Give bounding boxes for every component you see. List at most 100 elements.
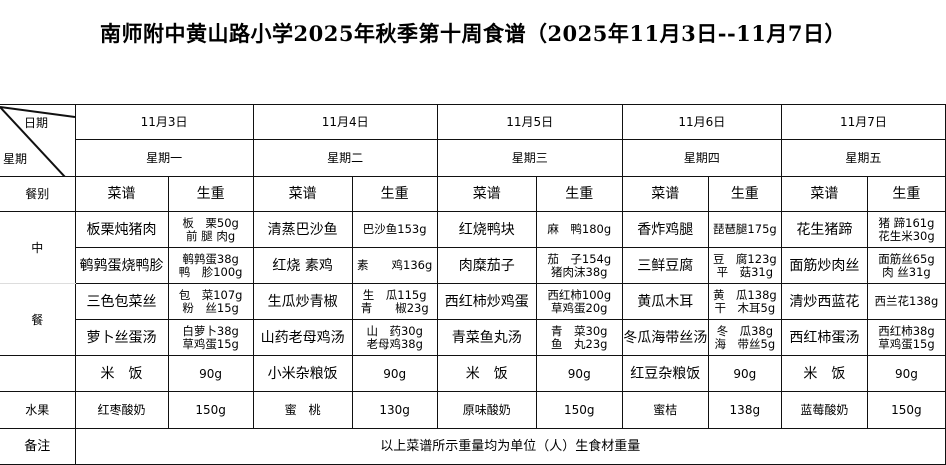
dish-name: 西红柿蛋汤 — [780, 319, 868, 356]
staple-name: 米 饭 — [780, 355, 868, 392]
fruit-name: 红枣酸奶 — [74, 391, 169, 429]
staple-name: 米 饭 — [436, 355, 537, 392]
note-text: 以上菜谱所示重量均为单位（人）生食材重量 — [74, 428, 946, 465]
dish-name: 板栗炖猪肉 — [74, 211, 169, 248]
fruit-name: 蜜桔 — [621, 391, 709, 429]
weight-line: 豆 腐123g — [712, 251, 777, 266]
table-row: 鹌鹑蛋烧鸭胗 鹌鹑蛋38g 鸭 胗100g 红烧 素鸡素 鸡136g 肉糜茄子茄 子15… — [0, 247, 946, 284]
weight-line: 青 菜30g — [551, 323, 608, 338]
dish-name: 红烧鸭块 — [436, 211, 537, 248]
menu-table: 日期 星期 11月3日 11月4日 11月5日 11月6日 11月7日 星期一 星期二 星期三 星期… — [0, 104, 946, 465]
menu-header: 菜谱 — [74, 176, 169, 212]
dish-name: 红烧 素鸡 — [252, 247, 353, 284]
menu-header: 菜谱 — [621, 176, 709, 212]
table-row: 中板栗炖猪肉板 栗50g 前 腿 肉g 清蒸巴沙鱼 巴沙鱼153g 红烧鸭块麻 鸭180… — [0, 211, 946, 284]
dish-name: 鹌鹑蛋烧鸭胗 — [74, 247, 169, 284]
table-row: 日期 星期 11月3日 11月4日 11月5日 11月6日 11月7日 — [0, 104, 946, 177]
weight-line: 茄 子154g — [547, 251, 612, 266]
diagonal-lines — [0, 106, 75, 176]
dish-name: 西红柿炒鸡蛋 — [436, 283, 537, 320]
weight-line: 草鸡蛋15g — [878, 336, 935, 351]
weight-line: 青 椒23g — [360, 300, 429, 315]
fruit-name: 原味酸奶 — [436, 391, 537, 429]
weight-line: 鹌鹑蛋38g — [182, 251, 239, 266]
weight-line: 面筋丝65g — [878, 251, 935, 266]
dish-weight: 猪 蹄161g 花生米30g — [866, 211, 946, 248]
date-label: 日期 — [24, 116, 49, 130]
menu-header: 菜谱 — [436, 176, 537, 212]
weekday-label: 星期 — [3, 152, 28, 166]
dish-weight: 素 鸡136g — [351, 247, 438, 284]
day-date: 11月3日 — [74, 104, 254, 140]
dish-weight: 琵琶腿175g — [707, 211, 782, 248]
table-row: 餐别 菜谱 生重 菜谱 生重 菜谱 生重 菜谱 生重 菜谱 生重 — [0, 176, 946, 212]
weight-line: 鱼 丸23g — [551, 336, 608, 351]
weight-line: 粉 丝15g — [182, 300, 239, 315]
day-weekday: 星期五 — [780, 139, 946, 177]
note-label: 备注 — [0, 428, 76, 465]
dish-weight: 青 菜30g 鱼 丸23g — [535, 319, 623, 356]
weight-line: 素 鸡136g — [357, 258, 433, 272]
dish-name: 面筋炒肉丝 — [780, 247, 868, 284]
dish-weight: 茄 子154g 猪肉沫38g — [535, 247, 623, 284]
dish-name: 清蒸巴沙鱼 — [252, 211, 353, 248]
dish-weight: 生 瓜115g 青 椒23g — [351, 283, 438, 320]
menu-header: 菜谱 — [252, 176, 353, 212]
table-row: 水果 红枣酸奶 150g 蜜 桃 130g 原味酸奶 150g 蜜桔 138g 蓝莓酸奶 150g — [0, 391, 946, 429]
fruit-label: 水果 — [0, 391, 76, 429]
weight-line: 冬 瓜38g — [716, 323, 774, 338]
lunch-label-top: 中 — [0, 211, 76, 284]
weight-line: 麻 鸭180g — [547, 222, 612, 236]
weight-line: 老母鸡38g — [366, 336, 423, 351]
dish-name: 萝卜丝蛋汤 — [74, 319, 169, 356]
dish-name: 黄瓜木耳 — [621, 283, 709, 320]
dish-weight: 山 药30g 老母鸡38g — [351, 319, 438, 356]
fruit-name: 蜜 桃 — [252, 391, 353, 429]
dish-weight: 冬 瓜38g 海 带丝5g — [707, 319, 782, 356]
dish-name: 花生猪蹄 — [780, 211, 868, 248]
day-weekday: 星期三 — [436, 139, 623, 177]
meal-label: 餐别 — [0, 176, 76, 212]
dish-name: 香炸鸡腿 — [621, 211, 709, 248]
day-weekday: 星期一 — [74, 139, 254, 177]
table-row: 星期一 星期二 星期三 星期四 星期五 — [0, 139, 946, 177]
weight-line: 草鸡蛋20g — [551, 300, 608, 315]
day-date: 11月4日 — [252, 104, 438, 140]
staple-weight: 90g — [866, 355, 946, 392]
weight-line: 海 带丝5g — [714, 336, 776, 351]
dish-name: 生瓜炒青椒 — [252, 283, 353, 320]
weight-line: 猪 蹄161g — [878, 215, 935, 230]
table-row: 餐三色包菜丝包 菜107g 粉 丝15g 生瓜炒青椒生 瓜115g 青 椒23g 西红柿… — [0, 283, 946, 356]
dish-name: 肉糜茄子 — [436, 247, 537, 284]
weight-header: 生重 — [167, 176, 254, 212]
table-row: 萝卜丝蛋汤 白萝卜38g 草鸡蛋15g 山药老母鸡汤山 药30g 老母鸡38g 青菜鱼丸汤… — [0, 319, 946, 356]
dish-weight: 西兰花138g — [866, 283, 946, 320]
weight-header: 生重 — [351, 176, 438, 212]
dish-weight: 豆 腐123g 平 菇31g — [707, 247, 782, 284]
dish-weight: 包 菜107g 粉 丝15g — [167, 283, 254, 320]
fruit-weight: 130g — [351, 391, 438, 429]
weight-line: 肉 丝31g — [882, 264, 931, 279]
fruit-weight: 150g — [866, 391, 946, 429]
fruit-weight: 150g — [535, 391, 623, 429]
menu-header: 菜谱 — [780, 176, 868, 212]
weight-line: 板 栗50g — [182, 215, 239, 230]
day-date: 11月7日 — [780, 104, 946, 140]
fruit-weight: 138g — [707, 391, 782, 429]
weight-line: 干 木耳5g — [714, 300, 776, 315]
staple-weight: 90g — [535, 355, 623, 392]
dish-weight: 巴沙鱼153g — [351, 211, 438, 248]
dish-weight: 麻 鸭180g — [535, 211, 623, 248]
lunch-label-bottom: 餐 — [0, 283, 76, 356]
day-weekday: 星期二 — [252, 139, 438, 177]
dish-weight: 黄 瓜138g 干 木耳5g — [707, 283, 782, 320]
dish-weight: 鹌鹑蛋38g 鸭 胗100g — [167, 247, 254, 284]
day-date: 11月5日 — [436, 104, 623, 140]
weight-line: 黄 瓜138g — [712, 287, 777, 302]
weight-line: 前 腿 肉g — [186, 228, 236, 243]
weight-line: 花生米30g — [878, 228, 935, 243]
weight-line: 山 药30g — [366, 323, 423, 338]
dish-name: 三色包菜丝 — [74, 283, 169, 320]
dish-weight: 板 栗50g 前 腿 肉g — [167, 211, 254, 248]
page-title: 南师附中黄山路小学2025年秋季第十周食谱（2025年11月3日--11月7日） — [100, 21, 846, 46]
